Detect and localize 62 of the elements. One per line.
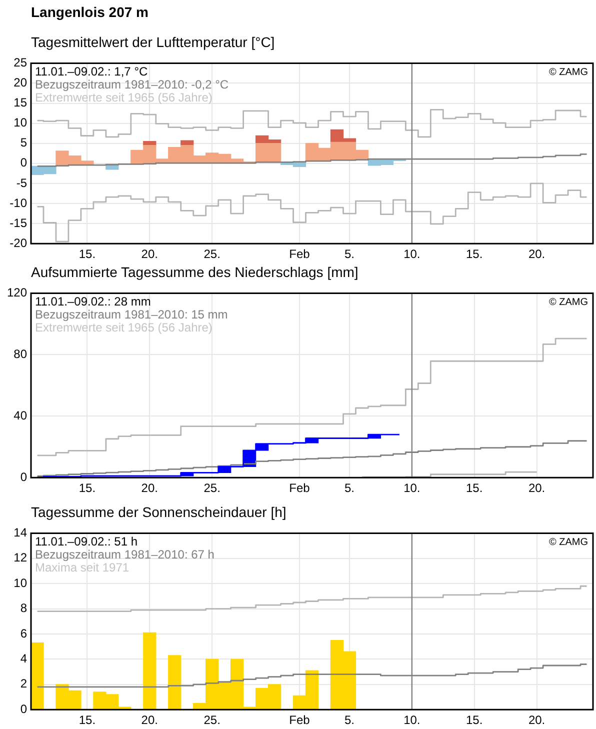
y-tick-label: 40 <box>14 408 28 422</box>
y-tick-label: 15 <box>14 96 28 110</box>
x-tick-label: 20. <box>141 247 158 262</box>
x-tick-label: 15. <box>78 247 96 262</box>
x-tick-label: 5. <box>344 247 354 262</box>
x-tick-label: 15. <box>466 481 483 496</box>
annotation: Maxima seit 1971 <box>35 560 130 575</box>
y-tick-label: 12 <box>14 550 28 565</box>
x-tick-label: 25. <box>204 481 220 496</box>
y-tick-label: 4 <box>20 652 28 666</box>
y-tick-label: -20 <box>10 236 28 250</box>
x-tick-label: 20. <box>528 481 546 496</box>
x-tick-label: 5. <box>344 713 354 728</box>
y-tick-label: 80 <box>14 346 28 361</box>
x-tick-label: 20. <box>141 481 158 496</box>
x-tick-label: 15. <box>78 481 96 496</box>
x-tick-label: 25. <box>204 247 220 262</box>
annotation: © ZAMG <box>548 296 588 308</box>
chart-title: Langenlois 207 m <box>31 3 150 22</box>
annotation: © ZAMG <box>548 536 588 548</box>
x-tick-label: 15. <box>78 713 96 728</box>
x-tick-label: 10. <box>404 713 420 728</box>
annotation: Bezugszeitraum 1981–2010: -0,2 °C <box>35 78 229 92</box>
x-tick-label: 15. <box>466 713 483 728</box>
x-tick-label: Feb <box>289 481 310 496</box>
y-tick-label: 0 <box>20 702 28 716</box>
annotation: Bezugszeitraum 1981–2010: 15 mm <box>35 308 228 322</box>
y-tick-label: -5 <box>16 176 28 190</box>
y-tick-label: 6 <box>20 626 28 640</box>
y-tick-label: 2 <box>20 676 28 691</box>
annotation: Extremwerte seit 1965 (56 Jahre) <box>35 90 212 105</box>
annotation: © ZAMG <box>548 66 588 78</box>
chart-title: Aufsummierte Tagessumme des Niederschlags [mm] <box>31 263 360 282</box>
annotation: 11.01.–09.02.: 28 mm <box>35 294 151 309</box>
x-tick-label: 20. <box>141 713 158 728</box>
y-tick-label: 0 <box>20 156 28 170</box>
y-tick-label: 120 <box>6 286 28 300</box>
y-tick-label: 20 <box>14 76 28 90</box>
x-tick-label: 10. <box>404 247 420 262</box>
y-tick-label: 25 <box>14 56 28 70</box>
annotation: Bezugszeitraum 1981–2010: 67 h <box>35 548 214 562</box>
chart-title: Tagessumme der Sonnenscheindauer [h] <box>31 503 288 522</box>
annotation: 11.01.–09.02.: 1,7 °C <box>35 64 148 79</box>
y-tick-label: 10 <box>14 116 28 130</box>
y-tick-label: 0 <box>20 470 28 484</box>
x-tick-label: 15. <box>466 247 483 262</box>
y-tick-label: -10 <box>10 196 28 210</box>
chart-subtitle: Tagesmittelwert der Lufttemperatur [°C] <box>31 33 276 52</box>
annotation: Extremwerte seit 1965 (56 Jahre) <box>35 320 212 335</box>
y-tick-label: 10 <box>14 576 28 590</box>
x-tick-label: 5. <box>344 481 354 496</box>
x-tick-label: 20. <box>528 247 546 262</box>
annotation: 11.01.–09.02.: 51 h <box>35 534 138 549</box>
y-tick-label: -15 <box>10 216 28 230</box>
y-tick-label: 8 <box>20 601 28 616</box>
y-tick-label: 14 <box>14 526 28 540</box>
y-tick-label: 5 <box>20 136 28 150</box>
x-tick-label: Feb <box>289 713 310 728</box>
x-tick-label: 10. <box>404 481 420 496</box>
x-tick-label: 25. <box>204 713 220 728</box>
x-tick-label: Feb <box>289 247 310 262</box>
x-tick-label: 20. <box>528 713 546 728</box>
